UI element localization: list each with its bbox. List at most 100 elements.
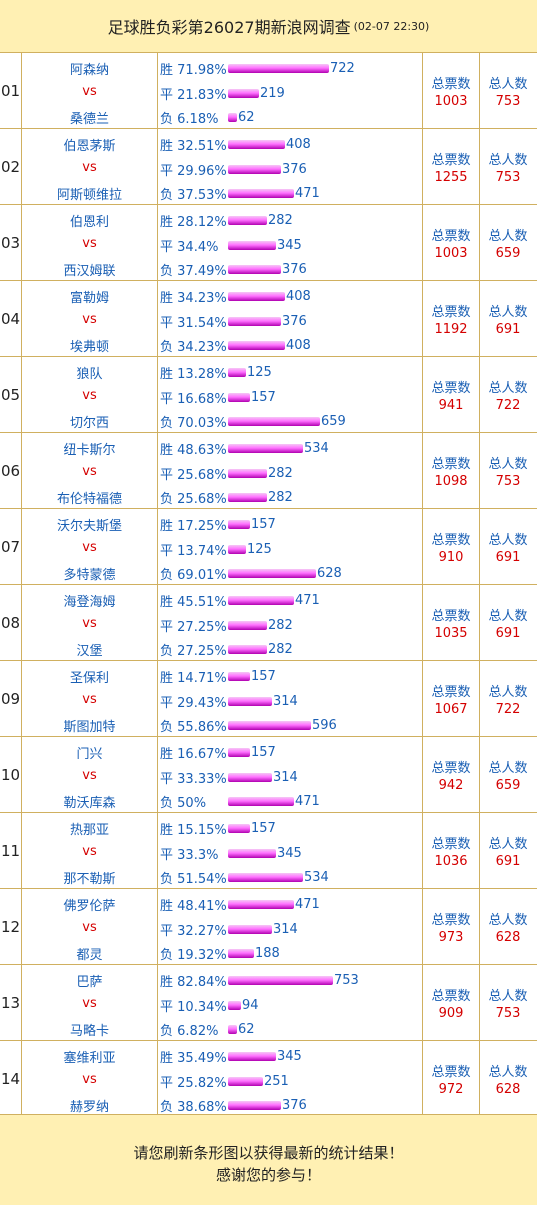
teams-cell: 门兴 vs 勒沃库森: [22, 737, 158, 812]
draw-label: 平: [160, 999, 174, 1015]
lose-bar: [228, 340, 285, 350]
draw-percent: 平 32.27%: [160, 920, 228, 939]
away-team[interactable]: 那不勒斯: [63, 872, 116, 887]
draw-count: 219: [260, 85, 285, 101]
win-vote-line: 胜 28.12% 282: [160, 211, 293, 230]
home-team[interactable]: 塞维利亚: [63, 1051, 116, 1066]
total-people-cell: 总人数 722: [480, 661, 536, 736]
match-number: 14: [1, 1069, 21, 1088]
win-bar: [228, 1051, 276, 1061]
lose-vote-line: 负 38.68% 376: [160, 1096, 307, 1115]
home-team[interactable]: 伯恩茅斯: [63, 139, 116, 154]
home-team[interactable]: 热那亚: [69, 823, 109, 838]
draw-bar: [228, 392, 250, 402]
footer-line-2: 感谢您的参与！: [215, 1166, 321, 1184]
total-people-label: 总人数: [488, 685, 528, 700]
total-people-cell: 总人数 691: [480, 585, 536, 660]
total-people-cell: 总人数 628: [480, 889, 536, 964]
lose-vote-line: 负 6.18% 62: [160, 108, 255, 127]
draw-label: 平: [160, 87, 174, 103]
home-team[interactable]: 海登海姆: [63, 595, 116, 610]
lose-vote-line: 负 27.25% 282: [160, 640, 293, 659]
win-percent: 胜 71.98%: [160, 59, 228, 78]
draw-vote-line: 平 16.68% 157: [160, 388, 276, 407]
home-team[interactable]: 圣保利: [69, 671, 109, 686]
vote-bars-cell: 胜 35.49% 345 平 25.82% 251 负 38.68% 376: [158, 1041, 423, 1116]
draw-label: 平: [160, 923, 174, 939]
teams-cell: 伯恩利 vs 西汉姆联: [22, 205, 158, 280]
win-count: 125: [247, 364, 272, 380]
draw-percent: 平 25.82%: [160, 1072, 228, 1091]
away-team[interactable]: 都灵: [76, 948, 103, 963]
home-team[interactable]: 沃尔夫斯堡: [56, 519, 122, 534]
lose-bar: [228, 796, 294, 806]
lose-count: 62: [238, 109, 255, 125]
away-team[interactable]: 埃弗顿: [69, 340, 109, 355]
total-votes-cell: 总票数 1098: [423, 433, 480, 508]
draw-label: 平: [160, 315, 174, 331]
total-people-value: 628: [495, 1082, 521, 1097]
match-number-cell: 09: [0, 661, 22, 736]
away-team[interactable]: 汉堡: [76, 644, 103, 659]
home-team[interactable]: 狼队: [76, 367, 103, 382]
vs-label: vs: [82, 692, 97, 707]
lose-percent: 负 37.53%: [160, 184, 228, 203]
lose-label: 负: [160, 1023, 174, 1039]
vs-label: vs: [82, 464, 97, 479]
away-team[interactable]: 斯图加特: [63, 720, 116, 735]
draw-percent-value: 34.4%: [177, 239, 219, 255]
lose-vote-line: 负 50% 471: [160, 792, 320, 811]
draw-count: 282: [268, 617, 293, 633]
match-number-cell: 13: [0, 965, 22, 1040]
total-votes-value: 1067: [434, 702, 468, 717]
away-team[interactable]: 西汉姆联: [63, 264, 116, 279]
teams-cell: 阿森纳 vs 桑德兰: [22, 53, 158, 128]
lose-bar: [228, 568, 316, 578]
lose-count: 596: [312, 717, 337, 733]
away-team[interactable]: 马略卡: [69, 1024, 109, 1039]
total-votes-value: 1003: [434, 246, 468, 261]
win-percent: 胜 48.63%: [160, 439, 228, 458]
home-team[interactable]: 富勒姆: [69, 291, 109, 306]
home-team[interactable]: 伯恩利: [69, 215, 109, 230]
match-row: 04 富勒姆 vs 埃弗顿 胜 34.23% 408 平 31.54% 376 负 34.23%…: [0, 281, 537, 357]
draw-percent-value: 29.96%: [177, 163, 227, 179]
home-team[interactable]: 巴萨: [76, 975, 103, 990]
match-row: 13 巴萨 vs 马略卡 胜 82.84% 753 平 10.34% 94 负 6.82% 62 总…: [0, 965, 537, 1041]
vote-bars-cell: 胜 71.98% 722 平 21.83% 219 负 6.18% 62: [158, 53, 423, 128]
lose-bar: [228, 948, 254, 958]
away-team[interactable]: 布伦特福德: [56, 492, 122, 507]
home-team[interactable]: 阿森纳: [69, 63, 109, 78]
win-bar: [228, 367, 246, 377]
draw-label: 平: [160, 771, 174, 787]
away-team[interactable]: 赫罗纳: [69, 1100, 109, 1115]
home-team[interactable]: 佛罗伦萨: [63, 899, 116, 914]
match-row: 10 门兴 vs 勒沃库森 胜 16.67% 157 平 33.33% 314 负 50% 471…: [0, 737, 537, 813]
lose-label: 负: [160, 1099, 174, 1115]
away-team[interactable]: 勒沃库森: [63, 796, 116, 811]
teams-cell: 塞维利亚 vs 赫罗纳: [22, 1041, 158, 1116]
draw-percent-value: 25.82%: [177, 1075, 227, 1091]
match-number: 04: [1, 309, 21, 328]
win-label: 胜: [160, 1050, 174, 1066]
win-bar: [228, 899, 294, 909]
lose-percent-value: 70.03%: [177, 415, 227, 431]
draw-count: 376: [282, 313, 307, 329]
away-team[interactable]: 多特蒙德: [63, 568, 116, 583]
vs-label: vs: [82, 844, 97, 859]
home-team[interactable]: 纽卡斯尔: [63, 443, 116, 458]
total-people-cell: 总人数 659: [480, 737, 536, 812]
lose-count: 534: [304, 869, 329, 885]
win-bar: [228, 63, 329, 73]
home-team[interactable]: 门兴: [76, 747, 103, 762]
vote-bars-cell: 胜 13.28% 125 平 16.68% 157 负 70.03% 659: [158, 357, 423, 432]
match-number-cell: 04: [0, 281, 22, 356]
total-people-value: 691: [495, 322, 521, 337]
away-team[interactable]: 阿斯顿维拉: [56, 188, 122, 203]
draw-count: 314: [273, 693, 298, 709]
win-percent: 胜 28.12%: [160, 211, 228, 230]
win-bar: [228, 291, 285, 301]
total-votes-label: 总票数: [431, 837, 471, 852]
away-team[interactable]: 切尔西: [69, 416, 109, 431]
away-team[interactable]: 桑德兰: [69, 112, 109, 127]
